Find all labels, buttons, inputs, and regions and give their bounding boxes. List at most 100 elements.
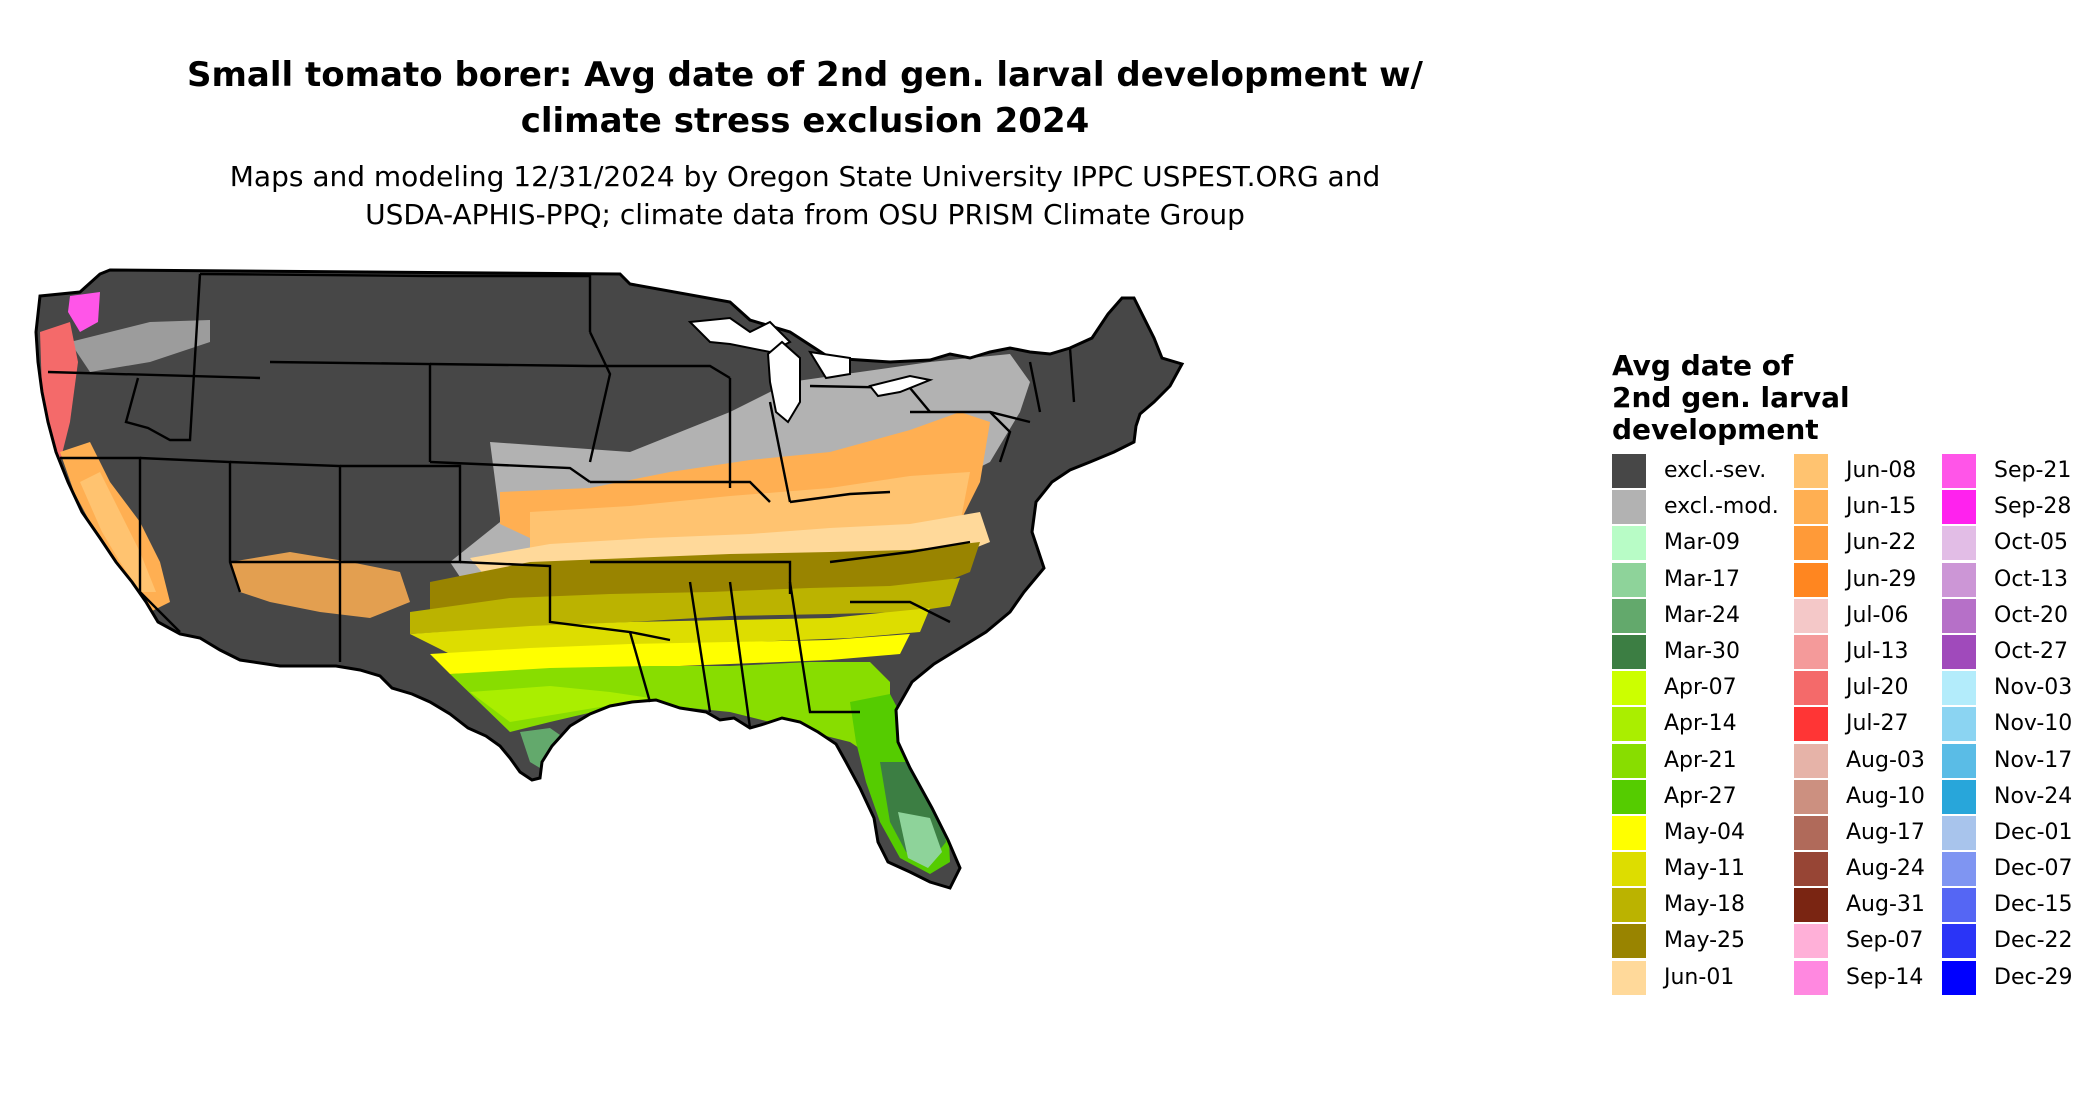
legend-label: Dec-07 [1994, 856, 2073, 882]
legend-swatch [1612, 707, 1646, 742]
legend-label: Dec-22 [1994, 928, 2073, 954]
legend-label: Sep-14 [1846, 964, 1924, 990]
legend-label: Sep-07 [1846, 928, 1924, 954]
legend-swatch [1794, 454, 1828, 488]
legend-label: Dec-01 [1994, 819, 2073, 845]
legend-label: May-25 [1664, 928, 1746, 954]
legend-label: Jun-15 [1846, 494, 1917, 520]
legend-swatch [1612, 924, 1646, 959]
legend-swatch [1942, 634, 1976, 669]
legend-label: Dec-15 [1994, 892, 2073, 918]
legend-swatch [1612, 888, 1646, 923]
legend-label: Aug-24 [1846, 856, 1925, 882]
legend-label: excl.-sev. [1664, 458, 1767, 483]
legend-label: Nov-10 [1994, 711, 2073, 737]
legend-label: Mar-24 [1664, 602, 1741, 628]
legend-label: Nov-03 [1994, 675, 2073, 701]
legend-label: Mar-30 [1664, 638, 1741, 664]
legend-swatch [1942, 562, 1976, 597]
legend-swatch [1942, 779, 1976, 814]
legend-swatch [1942, 743, 1976, 778]
map-title: Small tomato borer: Avg date of 2nd gen.… [0, 52, 1610, 144]
legend-swatch [1794, 562, 1828, 597]
legend-label: Sep-21 [1994, 458, 2072, 483]
us-map [34, 268, 1185, 890]
legend-swatch [1942, 526, 1976, 561]
map-subtitle: Maps and modeling 12/31/2024 by Oregon S… [0, 158, 1610, 234]
legend-label: Mar-17 [1664, 566, 1741, 592]
legend-swatch [1942, 960, 1976, 995]
map-subtitle-line-1: Maps and modeling 12/31/2024 by Oregon S… [229, 160, 1381, 193]
legend-label: May-04 [1664, 819, 1746, 845]
legend-title-line-2: 2nd gen. larval [1612, 381, 1850, 414]
legend-swatch [1794, 707, 1828, 742]
legend-swatch [1794, 490, 1828, 525]
legend-swatch [1612, 490, 1646, 525]
legend-title-line-1: Avg date of [1612, 349, 1794, 382]
legend-swatch [1612, 526, 1646, 561]
legend-label: Apr-07 [1664, 675, 1737, 701]
legend-label: Aug-31 [1846, 892, 1925, 918]
legend-label: Mar-09 [1664, 530, 1741, 556]
legend-label: Jul-27 [1846, 711, 1909, 737]
legend-swatch [1794, 960, 1828, 995]
legend-label: Nov-17 [1994, 747, 2073, 773]
legend-swatch [1612, 634, 1646, 669]
legend-swatch [1942, 598, 1976, 633]
legend-label: Aug-10 [1846, 783, 1925, 809]
legend-label: Jun-29 [1846, 566, 1917, 592]
legend-swatch [1612, 598, 1646, 633]
legend-label: Nov-24 [1994, 783, 2073, 809]
legend-swatch [1612, 852, 1646, 887]
legend-label: Dec-29 [1994, 964, 2073, 990]
legend-swatch [1612, 960, 1646, 995]
legend-swatch [1942, 852, 1976, 887]
legend-label: Jun-22 [1846, 530, 1917, 556]
legend-swatch [1794, 815, 1828, 850]
legend-swatch [1942, 707, 1976, 742]
legend-label: excl.-mod. [1664, 494, 1779, 520]
legend-swatch [1612, 671, 1646, 706]
legend-label: Jul-13 [1846, 638, 1909, 664]
legend-label: Jul-06 [1846, 602, 1909, 628]
legend-swatch [1942, 815, 1976, 850]
legend-swatch [1794, 526, 1828, 561]
legend-swatch [1942, 490, 1976, 525]
legend-swatch [1794, 671, 1828, 706]
legend-swatch [1794, 634, 1828, 669]
legend-swatch [1794, 888, 1828, 923]
map-title-line-1: Small tomato borer: Avg date of 2nd gen.… [187, 55, 1423, 95]
legend-label: Oct-13 [1994, 566, 2068, 592]
legend-swatch [1612, 454, 1646, 488]
legend-label: Jul-20 [1846, 675, 1909, 701]
legend-swatch [1942, 924, 1976, 959]
map-subtitle-line-2: USDA-APHIS-PPQ; climate data from OSU PR… [365, 198, 1245, 231]
legend-label: Aug-17 [1846, 819, 1925, 845]
legend-title: Avg date of 2nd gen. larval development [1612, 350, 1850, 446]
legend-title-line-3: development [1612, 413, 1819, 446]
legend-swatch [1612, 779, 1646, 814]
legend-swatch [1794, 924, 1828, 959]
legend-label: Oct-20 [1994, 602, 2068, 628]
legend-swatch [1942, 888, 1976, 923]
legend-label: Jun-08 [1846, 458, 1917, 483]
legend-label: Apr-27 [1664, 783, 1737, 809]
map-title-line-2: climate stress exclusion 2024 [520, 101, 1090, 141]
legend-label: Aug-03 [1846, 747, 1925, 773]
legend-label: May-11 [1664, 856, 1746, 882]
legend-swatch [1794, 779, 1828, 814]
legend-label: Apr-21 [1664, 747, 1737, 773]
legend-label: Oct-05 [1994, 530, 2068, 556]
legend-label: Jun-01 [1664, 964, 1735, 990]
legend-label: Oct-27 [1994, 638, 2068, 664]
legend-swatch [1942, 671, 1976, 706]
legend-swatch [1612, 743, 1646, 778]
legend-label: Apr-14 [1664, 711, 1737, 737]
legend-swatch [1942, 454, 1976, 488]
legend-label: Sep-28 [1994, 494, 2072, 520]
legend-label: May-18 [1664, 892, 1746, 918]
legend-swatch [1612, 562, 1646, 597]
legend-swatch [1612, 815, 1646, 850]
legend-swatch [1794, 852, 1828, 887]
legend-swatch [1794, 598, 1828, 633]
